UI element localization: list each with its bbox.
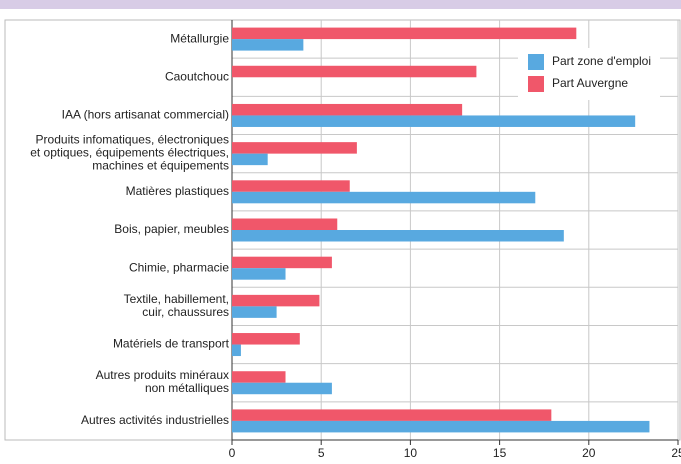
bar xyxy=(232,27,577,40)
x-tick-label: 15 xyxy=(493,446,507,460)
bar xyxy=(232,306,277,318)
bar xyxy=(232,180,350,192)
bar xyxy=(232,268,286,280)
bar xyxy=(232,103,463,116)
legend-swatch xyxy=(528,76,544,92)
bar xyxy=(232,218,338,230)
bar xyxy=(232,65,477,78)
bar xyxy=(232,409,552,421)
bar xyxy=(232,191,536,204)
x-tick-label: 10 xyxy=(404,446,418,460)
y-tick-label: Autres produits minéraux non métalliques xyxy=(96,368,229,395)
y-tick-label: Bois, papier, meubles xyxy=(114,222,229,236)
legend-swatch xyxy=(528,54,544,70)
bar xyxy=(232,344,241,357)
bar xyxy=(232,420,650,433)
bar xyxy=(232,371,286,383)
x-tick-label: 25 xyxy=(671,446,681,460)
y-tick-label: Autres activités industrielles xyxy=(81,413,229,427)
y-tick-label: IAA (hors artisanat commercial) xyxy=(62,108,229,122)
bar xyxy=(232,333,300,345)
y-tick-label: Matériels de transport xyxy=(113,337,230,351)
bar xyxy=(232,382,332,395)
bar xyxy=(232,142,357,154)
y-tick-label: Matières plastiques xyxy=(126,184,229,198)
bar xyxy=(232,230,564,242)
bar xyxy=(232,115,636,127)
legend-label: Part zone d'emploi xyxy=(552,54,651,68)
bar xyxy=(232,39,304,51)
x-tick-label: 20 xyxy=(582,446,596,460)
banner xyxy=(0,0,681,9)
y-tick-label: Caoutchouc xyxy=(165,69,229,83)
bar xyxy=(232,256,332,269)
legend-label: Part Auvergne xyxy=(552,76,628,90)
y-tick-label: Métallurgie xyxy=(170,31,229,45)
x-tick-label: 0 xyxy=(229,446,236,460)
legend: Part zone d'emploi Part Auvergne xyxy=(518,48,660,100)
x-tick-label: 5 xyxy=(318,446,325,460)
bar xyxy=(232,153,268,166)
bar xyxy=(232,294,320,307)
y-tick-label: Chimie, pharmacie xyxy=(129,260,229,274)
y-tick-label: Produits infomatiques, électroniques et o… xyxy=(30,133,229,173)
y-tick-label: Textile, habillement, cuir, chaussures xyxy=(124,292,229,319)
